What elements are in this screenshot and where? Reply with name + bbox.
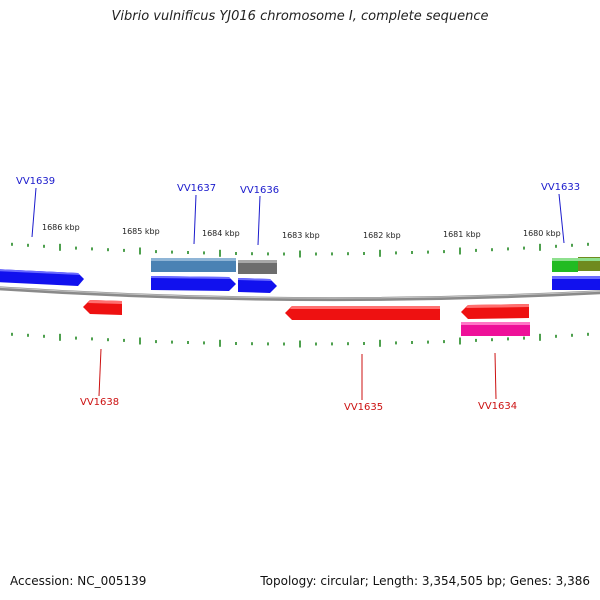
gene-label-vv1639[interactable]: VV1639 <box>16 176 55 187</box>
chromosome-backbone <box>0 286 600 302</box>
gene-label-vv1637[interactable]: VV1637 <box>177 183 216 194</box>
feature-vv1633[interactable] <box>552 276 600 290</box>
feature-vv1638[interactable] <box>83 300 122 315</box>
leader-vv1634 <box>494 352 497 400</box>
gene-label-vv1638[interactable]: VV1638 <box>80 397 119 408</box>
map-title: Vibrio vulnificus YJ016 chromosome I, co… <box>111 9 489 24</box>
feature-vv1635[interactable] <box>285 306 440 320</box>
scale-label-1682: 1682 kbp <box>363 231 401 240</box>
chromosome-backbone-highlight <box>0 286 600 299</box>
scale-label-1683: 1683 kbp <box>282 231 320 240</box>
leader-vv1637 <box>193 194 197 245</box>
feature-vv1637[interactable] <box>151 276 236 291</box>
scale-label-1684: 1684 kbp <box>202 229 240 238</box>
leader-vv1639 <box>31 187 37 238</box>
scale-label-1686: 1686 kbp <box>42 223 80 232</box>
feature-green-1633[interactable] <box>552 257 600 272</box>
topology-text: Topology: circular; Length: 3,354,505 bp… <box>260 574 590 588</box>
tick-row-bottom <box>11 332 589 348</box>
tick-row-top <box>11 242 589 258</box>
feature-gray-1636[interactable] <box>238 260 277 274</box>
gene-label-vv1636[interactable]: VV1636 <box>240 185 279 196</box>
accession-text: Accession: NC_005139 <box>10 574 147 588</box>
scale-label-1685: 1685 kbp <box>122 227 160 236</box>
feature-vv1639[interactable] <box>0 269 84 286</box>
feature-steel-1637[interactable] <box>151 258 236 272</box>
feature-pink-1634[interactable] <box>461 322 530 336</box>
leader-vv1638 <box>98 348 102 397</box>
feature-vv1636[interactable] <box>238 278 277 293</box>
scale-label-1680: 1680 kbp <box>523 229 561 238</box>
leader-vv1636 <box>257 195 261 246</box>
gene-label-vv1633[interactable]: VV1633 <box>541 182 580 193</box>
gene-label-vv1635[interactable]: VV1635 <box>344 402 383 413</box>
gene-label-vv1634[interactable]: VV1634 <box>478 401 517 412</box>
scale-label-1681: 1681 kbp <box>443 230 481 239</box>
leader-vv1633 <box>558 193 565 244</box>
feature-vv1634[interactable] <box>461 304 529 319</box>
